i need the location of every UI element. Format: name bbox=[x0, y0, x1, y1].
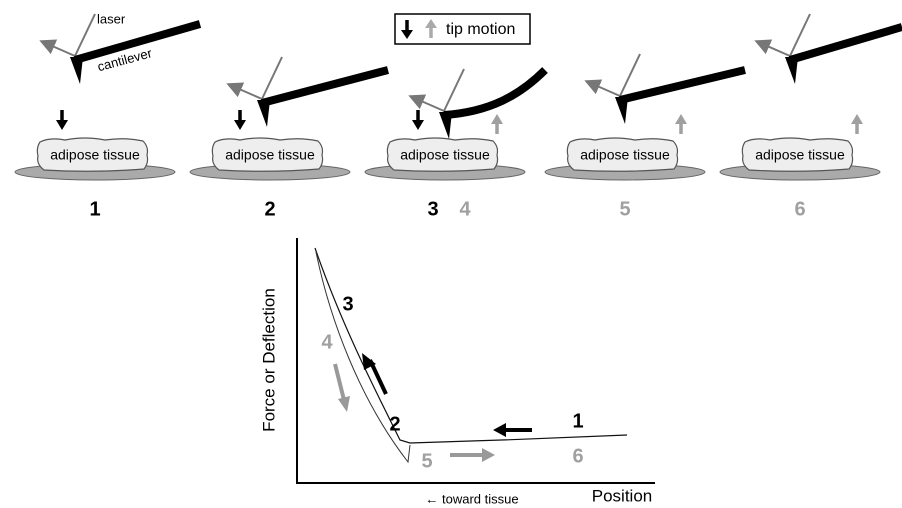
tissue bbox=[741, 137, 854, 172]
tip bbox=[615, 97, 628, 124]
step-number: 6 bbox=[794, 198, 805, 220]
motion-arrow-head bbox=[851, 114, 863, 124]
x-note: ← toward tissue bbox=[425, 491, 518, 506]
cantilever bbox=[788, 23, 902, 64]
curve-annotation: 4 bbox=[321, 331, 333, 353]
tissue bbox=[566, 137, 679, 172]
step-number: 5 bbox=[619, 198, 630, 220]
tissue-label: adipose tissue bbox=[400, 147, 490, 163]
tip bbox=[257, 100, 270, 127]
tissue-label: adipose tissue bbox=[580, 147, 670, 163]
motion-arrow-head bbox=[56, 120, 68, 130]
x-axis-label: Position bbox=[592, 486, 652, 505]
tissue bbox=[36, 137, 149, 172]
tip bbox=[439, 112, 452, 139]
laser bbox=[39, 13, 96, 58]
cantilever bbox=[73, 20, 202, 64]
step-number: 1 bbox=[89, 198, 100, 220]
laser bbox=[754, 13, 811, 58]
motion-arrow-head bbox=[675, 114, 687, 124]
tip bbox=[785, 57, 798, 84]
tissue-label: adipose tissue bbox=[225, 147, 315, 163]
cantilever bbox=[443, 67, 548, 119]
y-axis-label: Force or Deflection bbox=[259, 288, 278, 432]
cantilever bbox=[260, 66, 390, 107]
curve-annotation: 5 bbox=[421, 450, 432, 472]
motion-arrow-head bbox=[234, 120, 246, 130]
step-number: 3 bbox=[427, 198, 438, 220]
tissue-label: adipose tissue bbox=[50, 147, 140, 163]
laser-label: laser bbox=[97, 11, 126, 26]
motion-arrow-head bbox=[491, 114, 503, 124]
motion-arrow-head bbox=[412, 120, 424, 130]
graph bbox=[296, 238, 655, 484]
tissue-label: adipose tissue bbox=[755, 147, 845, 163]
curve-annotation: 1 bbox=[572, 410, 583, 432]
tip bbox=[70, 57, 83, 84]
curve-annotation: 2 bbox=[389, 413, 400, 435]
laser bbox=[408, 68, 465, 113]
step-number: 4 bbox=[459, 198, 471, 220]
cantilever bbox=[619, 66, 746, 104]
curve-annotation: 6 bbox=[572, 445, 583, 467]
legend: tip motion bbox=[394, 13, 531, 45]
legend-label: tip motion bbox=[446, 21, 515, 38]
laser bbox=[584, 53, 641, 98]
curve-annotation: 3 bbox=[342, 293, 353, 315]
laser bbox=[226, 56, 283, 101]
tissue bbox=[211, 137, 324, 172]
tissue bbox=[386, 137, 499, 172]
step-number: 2 bbox=[264, 198, 275, 220]
